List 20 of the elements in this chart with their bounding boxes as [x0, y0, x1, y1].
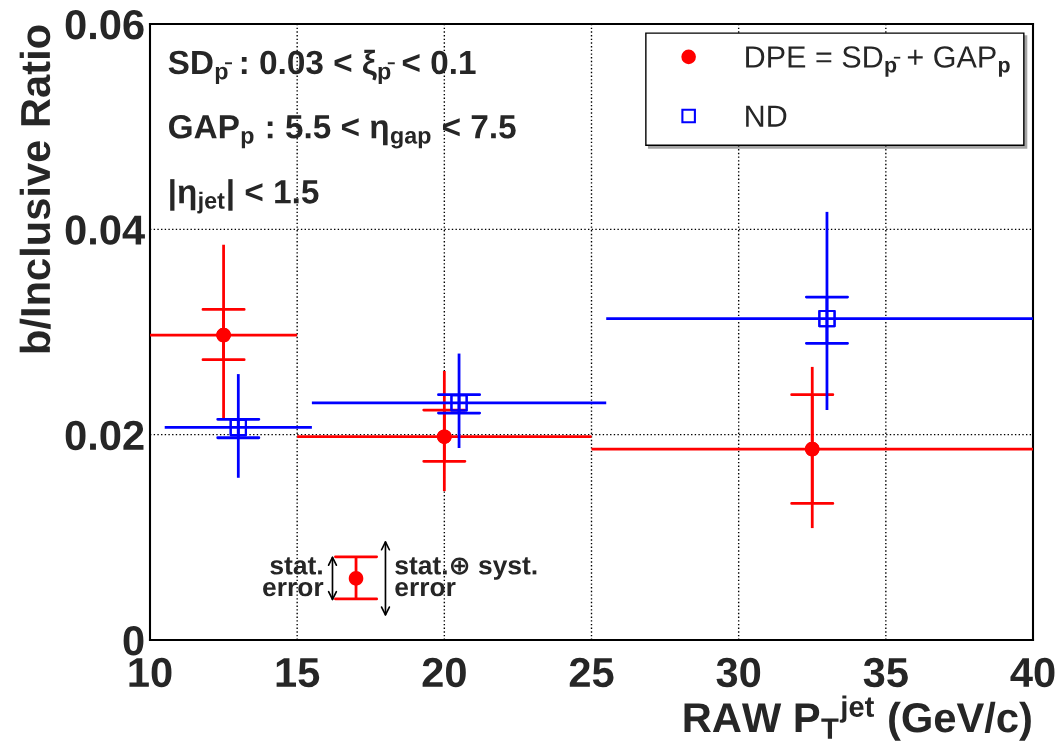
annotation: stat.⊕ syst. error	[395, 557, 537, 597]
x-tick-label: 20	[422, 657, 466, 688]
legend-label: DPE = SD$_{p̄}$ + GAP$_{p}$	[746, 46, 1010, 77]
x-tick-label: 25	[569, 657, 614, 688]
x-tick-label: 15	[276, 658, 320, 688]
x-axis-title: RAW P$_{T}$$^{jet}$ (GeV/c)	[684, 695, 1031, 741]
y-axis-title: b/Inclusive Ratio	[19, 25, 51, 353]
x-tick-label: 35	[863, 657, 908, 688]
x-tick-label: 10	[129, 657, 172, 688]
y-tick-label: 0.04	[65, 215, 145, 245]
legend-label: ND	[746, 105, 787, 127]
y-tick-label: 0.06	[65, 10, 144, 40]
annotation: GAP$_{p}$ : 5.5 < η$_{gap}$ < 7.5	[169, 114, 516, 149]
y-tick-label: 0.02	[65, 420, 144, 451]
annotation: SD$_{p̄}$ : 0.03 < ξ$_{p̄}$ < 0.1	[168, 49, 476, 85]
y-tick-label: 0	[123, 626, 144, 656]
x-tick-label: 30	[716, 657, 761, 688]
x-tick-label: 40	[1010, 657, 1055, 688]
annotation: |η$_{jet}$| < 1.5	[170, 179, 319, 214]
annotation: stat. error	[263, 557, 324, 597]
